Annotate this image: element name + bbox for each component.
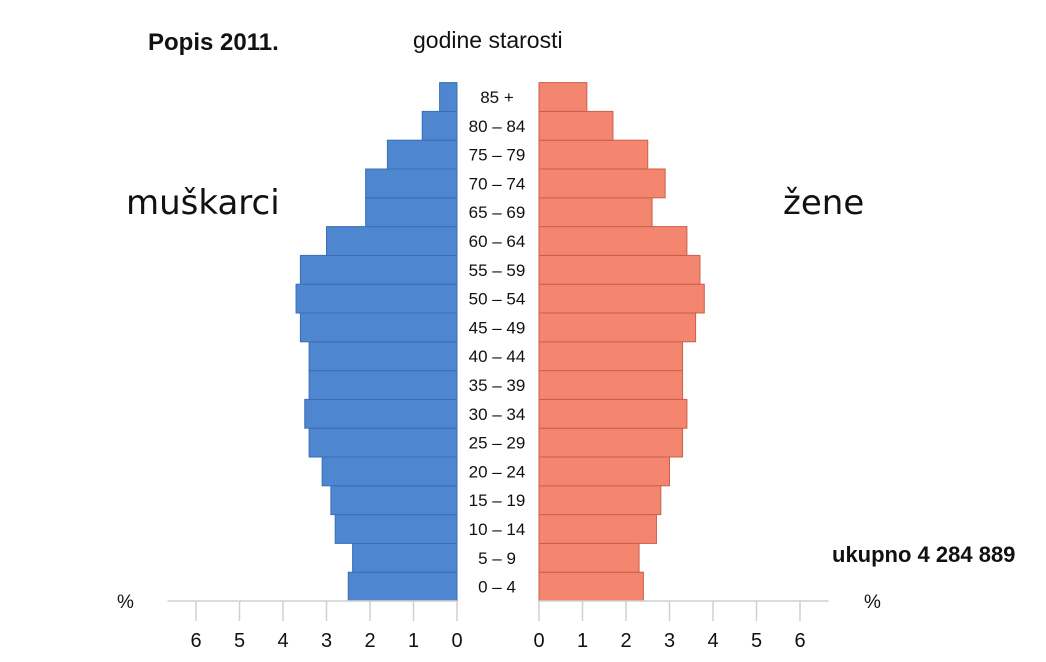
bar-male [326, 226, 458, 256]
age-labels: 0 – 4 5 – 9 10 – 14 15 – 19 20 – 24 25 – 29 30… [469, 88, 526, 597]
bar-male [299, 254, 458, 285]
bar-female [538, 542, 640, 573]
age-group-label: 25 – 29 [469, 434, 526, 453]
bar-male [421, 110, 458, 141]
tick-label-left: 3 [321, 630, 332, 652]
bar-female [538, 82, 588, 112]
bar-female [538, 341, 684, 372]
age-group-label: 70 – 74 [469, 174, 526, 193]
bar-male [308, 427, 458, 458]
male-bars [295, 82, 458, 602]
bar-female [538, 110, 614, 141]
tick-label-right: 5 [751, 630, 762, 652]
bar-female [538, 312, 697, 343]
age-group-label: 55 – 59 [469, 261, 526, 280]
bar-female [538, 514, 657, 544]
age-group-label: 20 – 24 [469, 462, 526, 481]
bar-male [299, 312, 458, 343]
bar-male [365, 197, 458, 228]
bar-male [308, 341, 458, 372]
left-series-label: muškarci [126, 183, 280, 223]
bar-male [352, 542, 458, 573]
age-group-label: 65 – 69 [469, 203, 526, 222]
bar-male [330, 485, 458, 516]
bar-male [295, 283, 458, 314]
bar-male [321, 456, 458, 487]
age-group-label: 5 – 9 [478, 549, 516, 568]
bar-female [538, 427, 684, 458]
bar-male [308, 370, 458, 400]
bar-male [347, 571, 458, 602]
age-group-label: 0 – 4 [478, 578, 516, 597]
bar-male [334, 514, 458, 544]
bar-female [538, 168, 666, 199]
tick-label-left: 4 [277, 630, 288, 652]
tick-label-left: 1 [408, 630, 419, 652]
age-group-label: 80 – 84 [469, 117, 526, 136]
age-group-label: 35 – 39 [469, 376, 526, 395]
age-group-label: 45 – 49 [469, 318, 526, 337]
right-series-label: žene [783, 183, 864, 223]
chart-title: Popis 2011. [148, 29, 279, 56]
age-group-label: 40 – 44 [469, 347, 526, 366]
total-label: ukupno 4 284 889 [832, 542, 1015, 567]
tick-label-right: 2 [620, 630, 631, 652]
right-unit-label: % [864, 592, 881, 613]
tick-label-right: 4 [707, 630, 718, 652]
bar-female [538, 226, 688, 256]
age-group-label: 60 – 64 [469, 232, 526, 251]
bar-female [538, 254, 701, 285]
bar-female [538, 139, 649, 170]
bar-female [538, 456, 670, 487]
bar-female [538, 283, 705, 314]
left-unit-label: % [117, 592, 134, 613]
tick-label-right: 0 [533, 630, 544, 652]
age-group-label: 10 – 14 [469, 520, 526, 539]
x-axes: 0 0 1 1 2 2 3 3 4 4 5 5 6 6 [167, 600, 829, 652]
tick-label-left: 0 [451, 630, 462, 652]
age-group-label: 75 – 79 [469, 146, 526, 165]
age-group-label: 50 – 54 [469, 290, 526, 309]
bar-male [386, 139, 458, 170]
bar-female [538, 197, 653, 228]
tick-label-left: 6 [190, 630, 201, 652]
bar-male [439, 82, 458, 112]
tick-label-right: 1 [577, 630, 588, 652]
age-group-label: 15 – 19 [469, 491, 526, 510]
tick-label-left: 5 [234, 630, 245, 652]
age-group-label: 30 – 34 [469, 405, 526, 424]
tick-label-left: 2 [364, 630, 375, 652]
bar-male [304, 398, 458, 429]
bar-female [538, 398, 688, 429]
bar-female [538, 571, 644, 602]
tick-label-right: 6 [794, 630, 805, 652]
female-bars [538, 82, 705, 602]
chart-subtitle: godine starosti [413, 27, 563, 53]
bar-male [365, 168, 458, 199]
age-group-label: 85 + [480, 88, 514, 107]
bar-female [538, 485, 662, 516]
tick-label-right: 3 [664, 630, 675, 652]
bar-female [538, 370, 684, 400]
